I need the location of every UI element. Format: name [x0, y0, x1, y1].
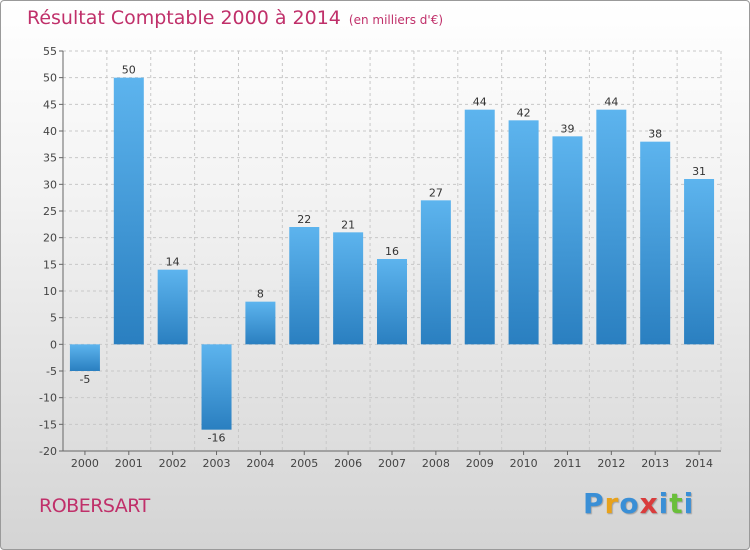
bar-2002 — [157, 269, 188, 345]
logo-letter: i — [683, 487, 695, 520]
y-tick-label: -10 — [39, 392, 57, 405]
bar-2014 — [684, 179, 715, 345]
data-label: -16 — [208, 432, 226, 445]
logo-letter: t — [669, 487, 684, 520]
x-tick-label: 2006 — [334, 457, 362, 470]
x-tick-label: 2010 — [510, 457, 538, 470]
chart-title-text: Résultat Comptable 2000 à 2014 — [27, 7, 341, 29]
y-tick-label: 5 — [50, 312, 57, 325]
bar-2001 — [113, 77, 144, 345]
x-tick-label: 2003 — [203, 457, 231, 470]
bar-2005 — [289, 227, 320, 345]
axis-layer: -20 -15 -10 -5 0 5 10 15 20 25 30 35 40 45 50 55 2000 200… — [39, 45, 721, 470]
x-tick-label: 2002 — [159, 457, 187, 470]
y-tick-label: -15 — [39, 418, 57, 431]
y-tick-label: -20 — [39, 445, 57, 458]
x-tick-label: 2013 — [641, 457, 669, 470]
y-tick-label: 10 — [43, 285, 57, 298]
logo-letter: o — [619, 487, 640, 520]
logo-letter: x — [639, 487, 659, 520]
x-tick-label: 2009 — [466, 457, 494, 470]
y-tick-label: 15 — [43, 258, 57, 271]
bar-2006 — [333, 232, 364, 345]
y-tick-label: -5 — [46, 365, 57, 378]
y-tick-label: 40 — [43, 125, 57, 138]
proxiti-logo[interactable]: Proxiti — [583, 487, 694, 520]
data-label: 31 — [692, 165, 706, 178]
x-tick-label: 2000 — [71, 457, 99, 470]
data-label: 27 — [429, 186, 443, 199]
x-tick-label: 2011 — [553, 457, 581, 470]
data-label: 8 — [257, 288, 264, 301]
x-tick-label: 2004 — [246, 457, 274, 470]
logo-letter: r — [604, 487, 620, 520]
data-label: 22 — [297, 213, 311, 226]
x-tick-label: 2014 — [685, 457, 713, 470]
x-tick-label: 2005 — [290, 457, 318, 470]
x-tick-label: 2008 — [422, 457, 450, 470]
label-layer: -5 50 14 -16 8 22 21 16 27 44 42 39 44 38 31 — [79, 64, 706, 445]
data-label: 38 — [648, 128, 662, 141]
y-tick-label: 30 — [43, 178, 57, 191]
bar-2008 — [420, 200, 451, 345]
data-label: 16 — [385, 245, 399, 258]
y-tick-label: 55 — [43, 45, 57, 58]
commune-name: ROBERSART — [39, 495, 150, 517]
bar-2003 — [201, 344, 232, 430]
data-label: 44 — [604, 96, 618, 109]
bar-2010 — [508, 120, 539, 345]
bar-layer — [69, 77, 715, 430]
logo-letter: i — [658, 487, 670, 520]
bar-2012 — [596, 109, 627, 345]
data-label: 21 — [341, 218, 355, 231]
data-label: -5 — [79, 373, 90, 386]
bar-2000 — [69, 344, 100, 371]
y-tick-label: 45 — [43, 98, 57, 111]
data-label: 14 — [166, 256, 180, 269]
logo-letter: P — [583, 487, 605, 520]
x-tick-label: 2012 — [597, 457, 625, 470]
bar-2013 — [640, 141, 671, 345]
data-label: 44 — [473, 96, 487, 109]
chart-subtitle: (en milliers d'€) — [348, 13, 444, 27]
bar-2007 — [377, 259, 407, 345]
x-tick-label: 2001 — [115, 457, 143, 470]
bar-2011 — [552, 136, 583, 345]
y-tick-label: 0 — [50, 338, 57, 351]
y-tick-label: 50 — [43, 72, 57, 85]
bar-2004 — [245, 301, 276, 345]
y-tick-label: 25 — [43, 205, 57, 218]
data-label: 39 — [560, 122, 574, 135]
x-tick-label: 2007 — [378, 457, 406, 470]
data-label: 42 — [517, 106, 531, 119]
bar-2009 — [464, 109, 495, 345]
data-label: 50 — [122, 64, 136, 77]
chart-title: Résultat Comptable 2000 à 2014 (en millie… — [27, 7, 443, 29]
y-tick-label: 20 — [43, 232, 57, 245]
y-tick-label: 35 — [43, 152, 57, 165]
